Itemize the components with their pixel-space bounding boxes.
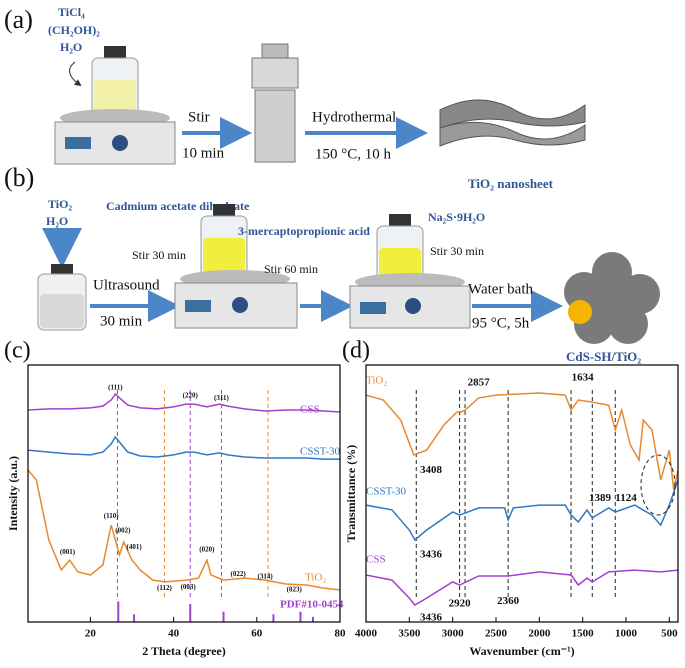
vial [200, 204, 248, 279]
annotation: (314) [258, 573, 274, 581]
annotation: 1634 [572, 371, 595, 383]
schematic: (a) TiCl₄ (CH₂OH)₂ H₂O Stir 10 min Hydro… [4, 5, 660, 364]
reagent: H₂O [46, 214, 68, 228]
series-label: CSS [366, 554, 386, 566]
annotation: 1124 [615, 492, 637, 504]
plot-frame [27, 364, 341, 623]
annotation: 1389 [589, 492, 612, 504]
step-label: 150 °C, 10 h [315, 146, 392, 162]
reference-label: PDF#10-0454 [280, 599, 344, 611]
stirrer [349, 273, 471, 329]
x-tick-label: 80 [335, 628, 347, 640]
x-tick-label: 60 [251, 628, 263, 640]
series-line [365, 569, 679, 606]
annotation: (003) [181, 583, 197, 591]
reagent: 3-mercaptopropionic acid [238, 224, 370, 238]
step-label: Stir 30 min [430, 244, 484, 258]
panel-label: (a) [4, 5, 33, 34]
x-axis-label: Wavenumber (cm⁻¹) [469, 644, 574, 658]
vial [376, 214, 424, 283]
annotation: (110) [104, 512, 119, 520]
x-tick-label: 40 [168, 628, 180, 640]
stirrer [174, 270, 298, 329]
panel-label: (d) [342, 338, 370, 364]
vial [37, 264, 87, 331]
x-tick-label: 1000 [615, 628, 638, 640]
series-line [27, 435, 340, 460]
step-label: Ultrasound [93, 277, 160, 293]
charts: (c) CSS CSST-30 TiO₂ PDF#10-0454 (111) (220) (3… [4, 338, 679, 658]
series-line [365, 392, 679, 491]
series-label: CSST-30 [366, 486, 406, 498]
step-label: Water bath [468, 281, 534, 297]
step-label: 30 min [100, 313, 143, 329]
annotation: (311) [214, 394, 229, 402]
series-line [27, 469, 341, 591]
autoclave [251, 43, 299, 163]
annotation: 3436 [420, 612, 443, 624]
annotation: (112) [157, 584, 172, 592]
x-tick-label: 2500 [485, 628, 508, 640]
annotation: (022) [230, 570, 246, 578]
product: TiO₂ nanosheet [468, 176, 554, 191]
highlight [640, 454, 676, 516]
annotation: 3436 [420, 549, 443, 561]
x-tick-label: 20 [85, 628, 97, 640]
annotation: 2920 [449, 598, 472, 610]
series-label: TiO₂ [305, 572, 326, 584]
annotation: (111) [108, 384, 123, 392]
series-line [27, 392, 341, 413]
step-label: Stir 30 min [132, 248, 186, 262]
annotation: (220) [183, 391, 199, 399]
x-axis-label: 2 Theta (degree) [142, 644, 226, 658]
x-tick-label: 500 [661, 628, 678, 640]
reagent: H₂O [60, 40, 82, 54]
annotation: (002) [115, 526, 131, 534]
panel-label: (c) [4, 338, 31, 364]
reagent: (CH₂OH)₂ [48, 23, 100, 37]
annotation: 3408 [420, 464, 443, 476]
series-label: CSS [300, 404, 320, 416]
step-label: 10 min [182, 145, 225, 161]
annotation: 2360 [497, 595, 520, 607]
y-axis-label: Transmittance (%) [344, 445, 358, 542]
step-label: 95 °C, 5h [472, 315, 530, 331]
x-tick-label: 3500 [398, 628, 421, 640]
step-label: Stir [188, 109, 210, 125]
y-axis-label: Intensity (a.u.) [6, 456, 20, 531]
add-arrow [69, 61, 82, 87]
x-tick-label: 4000 [355, 628, 378, 640]
plot-frame [365, 364, 679, 623]
reagent: TiCl₄ [58, 5, 85, 19]
series-label: TiO₂ [366, 375, 387, 387]
reagent: TiO₂ [48, 197, 72, 211]
stirrer [54, 109, 176, 165]
step-label: Stir 60 min [264, 262, 318, 276]
annotation: (401) [126, 543, 142, 551]
nanosheet [439, 99, 586, 147]
reagent: Na₂S·9H₂O [428, 210, 485, 224]
panel-label: (b) [4, 163, 34, 192]
series-line [365, 479, 679, 542]
flower [564, 252, 660, 344]
annotation: (023) [287, 585, 303, 593]
series-label: CSST-30 [300, 446, 340, 458]
annotation: (020) [199, 546, 215, 554]
x-tick-label: 3000 [442, 628, 465, 640]
product: CdS-SH/TiO₂ [566, 349, 641, 364]
x-tick-label: 1500 [572, 628, 595, 640]
step-label: Hydrothermal [312, 109, 396, 125]
annotation: 2857 [468, 377, 491, 389]
annotation: (001) [60, 548, 76, 556]
x-tick-label: 2000 [528, 628, 551, 640]
vial [91, 46, 139, 119]
